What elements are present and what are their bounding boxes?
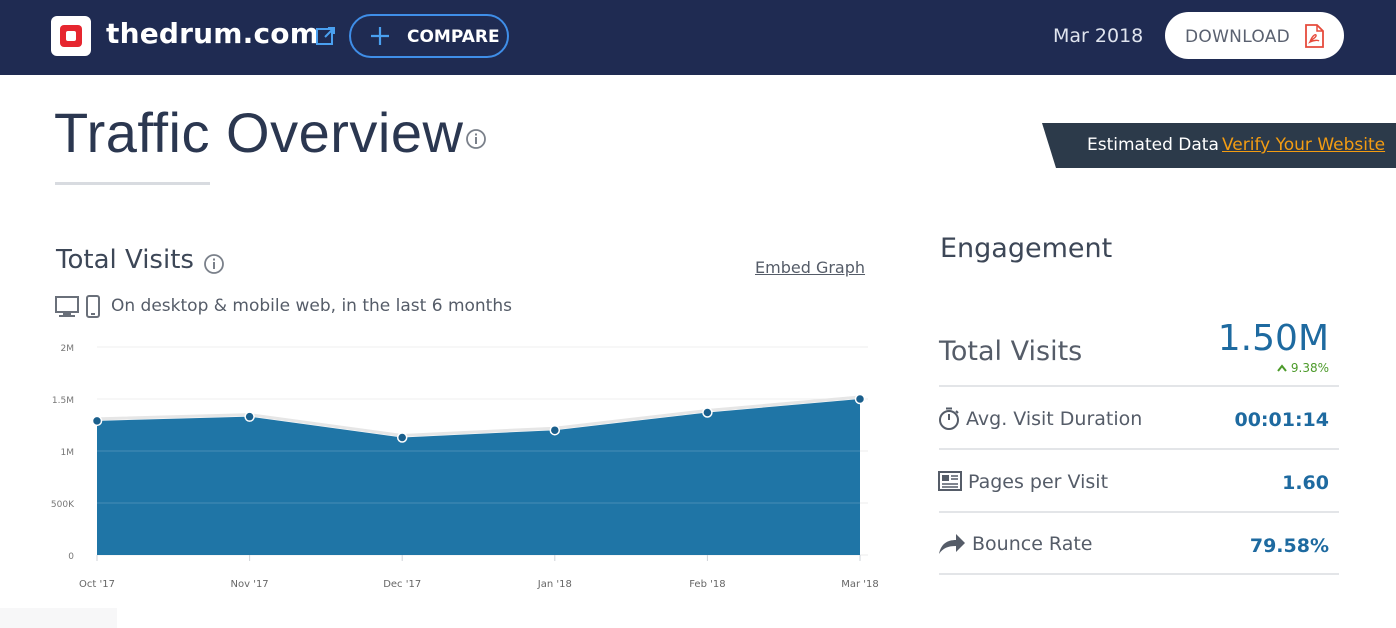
x-tick-label: Dec '17 [383, 579, 421, 590]
verify-website-link[interactable]: Verify Your Website [1222, 135, 1386, 155]
top-bar: thedrum.com COMPARE Mar 2018 DOWNLOAD [0, 0, 1396, 75]
total-visits-label: Total Visits [939, 336, 1083, 367]
download-label: DOWNLOAD [1185, 27, 1291, 47]
page-title: Traffic Overview [54, 101, 464, 164]
divider [939, 385, 1339, 387]
pages-per-visit-value: 1.60 [1282, 472, 1329, 494]
series-line [96, 395, 861, 437]
total-visits-chart: 0 500K 1M 1.5M 2M Oct '17 Nov '17 Dec '17 Jan '1… [51, 344, 879, 590]
total-visits-title: Total Visits [56, 245, 194, 275]
divider [939, 573, 1339, 575]
info-icon[interactable] [203, 253, 225, 275]
y-tick-label: 1M [61, 448, 75, 458]
divider [939, 511, 1339, 513]
y-tick-label: 0 [68, 552, 74, 562]
bounce-rate-value: 79.58% [1249, 535, 1329, 557]
estimated-data-text: Estimated Data [1087, 135, 1219, 155]
x-tick-label: Nov '17 [231, 579, 269, 590]
y-tick-label: 500K [51, 500, 75, 510]
data-point [549, 424, 561, 436]
y-tick-label: 1.5M [52, 396, 74, 406]
date-selector[interactable]: Mar 2018 [1053, 25, 1144, 47]
data-point [91, 415, 103, 427]
plus-icon [371, 27, 389, 45]
desktop-mobile-icon [55, 295, 100, 318]
compare-label: COMPARE [407, 27, 500, 47]
bounce-arrow-icon [939, 534, 965, 554]
data-point [396, 432, 408, 443]
up-chevron-icon [1277, 364, 1287, 372]
x-tick-label: Mar '18 [841, 579, 879, 590]
x-tick-label: Feb '18 [689, 579, 725, 590]
engagement-title: Engagement [940, 233, 1113, 264]
estimated-data-banner: Estimated Data Verify Your Website [1042, 123, 1396, 168]
site-name[interactable]: thedrum.com [106, 17, 320, 50]
stopwatch-icon [939, 407, 959, 430]
footer-stub [0, 608, 117, 628]
pages-per-visit-label: Pages per Visit [968, 471, 1109, 493]
total-visits-change-value: 9.38% [1290, 361, 1329, 375]
site-favicon [51, 16, 91, 56]
data-point [854, 393, 866, 405]
embed-graph-link[interactable]: Embed Graph [755, 258, 866, 277]
chart-subtitle: On desktop & mobile web, in the last 6 m… [111, 296, 512, 316]
data-point [702, 407, 713, 418]
avg-visit-duration-label: Avg. Visit Duration [966, 408, 1143, 430]
external-link-icon[interactable] [315, 25, 337, 47]
x-tick-label: Jan '18 [537, 579, 572, 590]
x-tick-label: Oct '17 [79, 579, 115, 590]
pages-icon [938, 471, 962, 491]
y-tick-label: 2M [61, 344, 75, 354]
data-point [244, 411, 255, 422]
compare-button[interactable]: COMPARE [349, 14, 509, 58]
divider [939, 448, 1339, 450]
area-fill [97, 399, 860, 555]
title-underline [55, 182, 210, 185]
bounce-rate-label: Bounce Rate [972, 533, 1093, 555]
info-icon[interactable] [465, 128, 487, 150]
total-visits-value: 1.50M [1217, 318, 1329, 359]
pdf-icon [1305, 24, 1324, 48]
avg-visit-duration-value: 00:01:14 [1234, 409, 1329, 431]
total-visits-change: 9.38% [1277, 361, 1329, 375]
download-button[interactable]: DOWNLOAD [1165, 12, 1344, 59]
